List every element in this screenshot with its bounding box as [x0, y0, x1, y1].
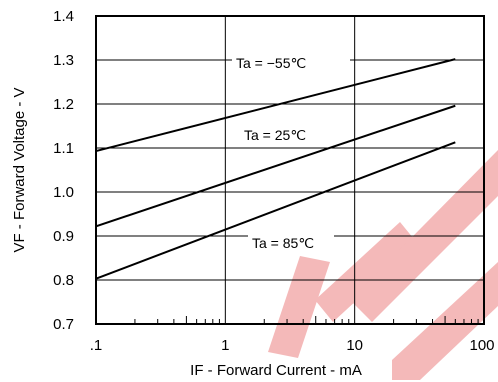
series-line [95, 104, 456, 228]
watermark-shape [268, 256, 330, 358]
curve-label: Ta = 25℃ [244, 127, 306, 143]
x-axis-label: IF - Forward Current - mA [190, 362, 362, 379]
x-tick-label: .1 [90, 337, 103, 354]
curve-label-background [248, 233, 334, 253]
y-tick-label: 1.4 [53, 8, 74, 25]
curve-label-background [240, 125, 326, 145]
y-axis-label: VF - Forward Voltage - V [11, 87, 28, 252]
y-tick-label: 1.2 [53, 96, 74, 113]
curve-label-background [232, 53, 350, 73]
y-tick-label: 1.1 [53, 140, 74, 157]
y-tick-label: 0.7 [53, 316, 74, 333]
series-line [95, 58, 456, 153]
x-tick-label: 10 [346, 337, 363, 354]
watermark-shape [420, 156, 498, 246]
curve-labels: Ta = −55℃ Ta = 25℃ Ta = 85℃ [232, 53, 350, 253]
x-tick-label: 100 [469, 337, 494, 354]
y-tick-label: 1.3 [53, 52, 74, 69]
y-tick-labels: 0.7 0.8 0.9 1.0 1.1 1.2 1.3 1.4 [53, 8, 74, 333]
series-line [95, 141, 456, 280]
y-tick-label: 0.9 [53, 228, 74, 245]
y-tick-label: 0.8 [53, 272, 74, 289]
series-lines [95, 58, 456, 280]
watermark-shape [315, 222, 418, 322]
curve-label: Ta = −55℃ [236, 55, 306, 71]
curve-label: Ta = 85℃ [252, 235, 314, 251]
x-tick-labels: .1 1 10 100 [90, 337, 495, 354]
plot-frame [95, 15, 485, 325]
y-tick-label: 1.0 [53, 184, 74, 201]
watermark-logo [268, 150, 498, 380]
x-tick-label: 1 [221, 337, 229, 354]
